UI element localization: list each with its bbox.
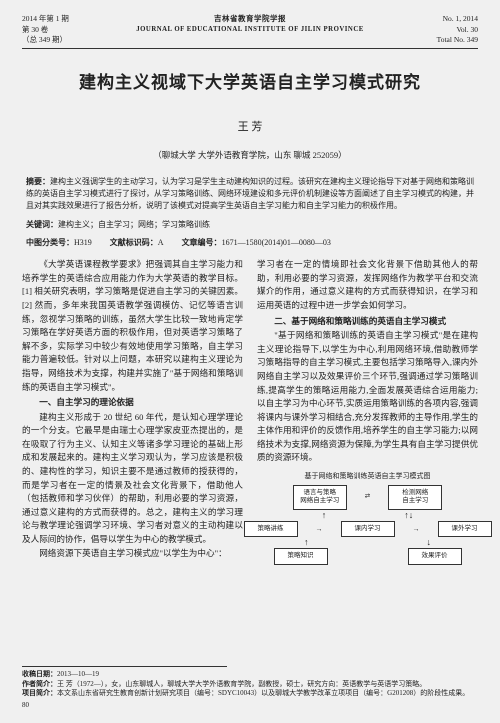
header-left-2: 第 30 卷 [22,25,112,36]
total-issue: （总 349 期） [22,35,112,46]
keywords-block: 关键词：建构主义；自主学习；网络；学习策略训练 [26,219,474,231]
diagram-caption: 基于网络和策略训练英语自主学习模式图 [268,471,468,482]
para: 学习者在一定的情境即社会文化背景下借助其他人的帮助，利用必要的学习资源，发挥网络… [257,258,478,312]
header-rule [22,48,478,49]
para: 《大学英语课程教学要求》把强调其自主学习能力和培养学生的英语综合应用能力作为大学… [22,258,243,394]
issue-year: 2014 年第 1 期 [22,14,112,25]
artno-label: 文章编号： [182,238,222,247]
journal-name-en: JOURNAL OF EDUCATIONAL INSTITUTE OF JILI… [112,25,388,36]
classification-line: 中图分类号：H319 文献标识码：A 文章编号：1671—1580(2014)0… [26,237,474,248]
clc-value: H319 [74,238,92,247]
journal-header-2: 第 30 卷 JOURNAL OF EDUCATIONAL INSTITUTE … [22,25,478,36]
body-columns: 《大学英语课程教学要求》把强调其自主学习能力和培养学生的英语综合应用能力作为大学… [22,258,478,564]
footer-block: 收稿日期：2013—10—19 作者简介：王 芳（1972—），女，山东聊城人，… [22,666,478,711]
clc-label: 中图分类号： [26,238,74,247]
footer-rule [22,666,227,667]
authorinfo-label: 作者简介： [22,680,57,688]
total-no: Total No. 349 [388,35,478,46]
volume: 第 30 卷 [22,25,112,36]
article-title: 建构主义视域下大学英语自主学习模式研究 [22,71,478,95]
artno-value: 1671—1580(2014)01—0080—03 [222,238,331,247]
header-right: No. 1, 2014 [388,14,478,25]
arrow-icon: ↑ [322,511,327,520]
section-heading: 二、基于网络和策略训练的英语自主学习模式 [257,315,478,329]
arrow-icon: → [316,524,323,535]
para: 建构主义形成于 20 世纪 60 年代，是认知心理学理论的一个分支。它最早是由瑞… [22,411,243,547]
diagram-node: 课外学习 [438,521,492,537]
diagram-node: 策略讲练 [244,521,298,537]
abstract-text: 建构主义强调学生的主动学习，认为学习是学生主动建构知识的过程。该研究在建构主义理… [26,177,474,211]
authorinfo: 王 芳（1972—），女，山东聊城人，聊城大学大学外语教育学院，副教授，硕士，研… [57,680,426,688]
recvdate-label: 收稿日期： [22,670,57,678]
header-right-3: Total No. 349 [388,35,478,46]
arrow-icon: ↑↓ [404,511,413,520]
doc-value: A [158,238,164,247]
header-left-3: （总 349 期） [22,35,112,46]
arrow-icon: ↑ [304,538,309,547]
journal-name-cn: 吉林省教育学院学报 [112,14,388,25]
recvdate: 2013—10—19 [57,670,99,678]
page-number: 80 [22,701,478,711]
diagram-node: 课内学习 [341,521,395,537]
arrow-icon: → [413,524,420,535]
left-column: 《大学英语课程教学要求》把强调其自主学习能力和培养学生的英语综合应用能力作为大学… [22,258,243,564]
abstract-block: 摘要：建构主义强调学生的主动学习，认为学习是学生主动建构知识的过程。该研究在建构… [26,176,474,213]
arrow-icon: ↓ [427,538,432,547]
project-label: 项目简介： [22,689,57,697]
header-left: 2014 年第 1 期 [22,14,112,25]
diagram-node: 语言与策略 网络自主学习 [293,485,347,510]
flow-diagram: 基于网络和策略训练英语自主学习模式图 语言与策略 网络自主学习 ⇄ 检测网络 自… [268,471,468,565]
keywords-label: 关键词： [26,220,58,229]
right-column: 学习者在一定的情境即社会文化背景下借助其他人的帮助，利用必要的学习资源，发挥网络… [257,258,478,564]
project-info: 本文系山东省研究生教育创新计划研究项目（编号：SDYC10043）以及聊城大学教… [57,689,469,697]
para: "基于网络和策略训练的英语自主学习模式"是在建构主义理论指导下,以学生为中心,利… [257,329,478,465]
author-affiliation: （聊城大学 大学外语教育学院，山东 聊城 252059） [22,150,478,162]
para: 网络资源下英语自主学习模式应"以学生为中心"： [22,547,243,561]
diagram-node: 效果评价 [408,548,462,564]
author-name: 王 芳 [22,120,478,135]
keywords-text: 建构主义；自主学习；网络；学习策略训练 [58,220,210,229]
diagram-node: 策略知识 [274,548,328,564]
arrow-icon: ⇄ [365,492,370,502]
journal-header-3: （总 349 期） Total No. 349 [22,35,478,46]
diagram-node: 检测网络 自主学习 [388,485,442,510]
issue-no: No. 1, 2014 [388,14,478,25]
section-heading: 一、自主学习的理论依据 [22,396,243,410]
header-right-2: Vol. 30 [388,25,478,36]
journal-header: 2014 年第 1 期 吉林省教育学院学报 No. 1, 2014 [22,14,478,25]
doc-label: 文献标识码： [110,238,158,247]
volume-no: Vol. 30 [388,25,478,36]
abstract-label: 摘要： [26,177,50,186]
